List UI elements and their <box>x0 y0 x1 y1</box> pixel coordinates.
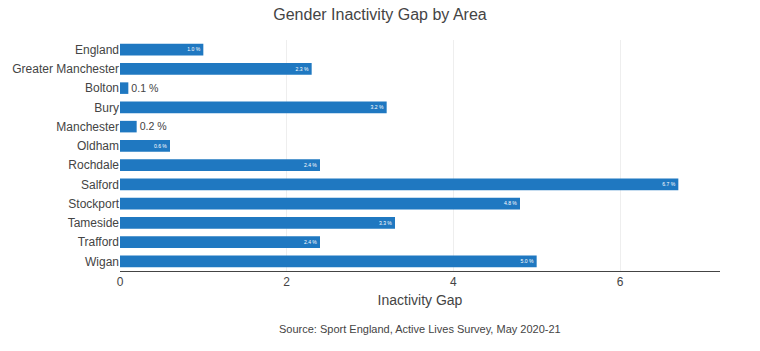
svg-text:0.6 %: 0.6 % <box>154 143 167 149</box>
svg-text:Tameside: Tameside <box>68 216 120 230</box>
svg-text:6.7 %: 6.7 % <box>662 181 675 187</box>
svg-text:0.1 %: 0.1 % <box>131 82 159 94</box>
svg-text:Oldham: Oldham <box>77 139 119 153</box>
svg-text:Wigan: Wigan <box>85 255 119 269</box>
svg-text:6: 6 <box>617 275 624 289</box>
svg-text:Gender Inactivity Gap by Area: Gender Inactivity Gap by Area <box>273 6 487 23</box>
svg-text:4.8 %: 4.8 % <box>504 200 517 206</box>
svg-text:5.0 %: 5.0 % <box>521 258 534 264</box>
svg-text:Source: Sport England, Active: Source: Sport England, Active Lives Surv… <box>279 323 561 335</box>
svg-text:2.3 %: 2.3 % <box>296 66 309 72</box>
svg-text:0.2 %: 0.2 % <box>140 120 168 132</box>
svg-text:Greater Manchester: Greater Manchester <box>12 62 119 76</box>
svg-text:Rochdale: Rochdale <box>68 158 119 172</box>
svg-text:0: 0 <box>117 275 124 289</box>
svg-text:Bury: Bury <box>94 101 119 115</box>
svg-text:Trafford: Trafford <box>78 235 119 249</box>
svg-text:3.3 %: 3.3 % <box>379 220 392 226</box>
svg-text:Manchester: Manchester <box>56 120 119 134</box>
svg-text:3.2 %: 3.2 % <box>371 104 384 110</box>
svg-text:Salford: Salford <box>81 178 119 192</box>
svg-text:Bolton: Bolton <box>85 81 119 95</box>
svg-text:Inactivity Gap: Inactivity Gap <box>378 292 463 308</box>
svg-text:England: England <box>75 43 119 57</box>
svg-text:Stockport: Stockport <box>68 197 119 211</box>
svg-text:2.4 %: 2.4 % <box>304 162 317 168</box>
svg-text:2.4 %: 2.4 % <box>304 239 317 245</box>
svg-text:4: 4 <box>450 275 457 289</box>
svg-text:2: 2 <box>283 275 290 289</box>
svg-text:1.0 %: 1.0 % <box>187 46 200 52</box>
